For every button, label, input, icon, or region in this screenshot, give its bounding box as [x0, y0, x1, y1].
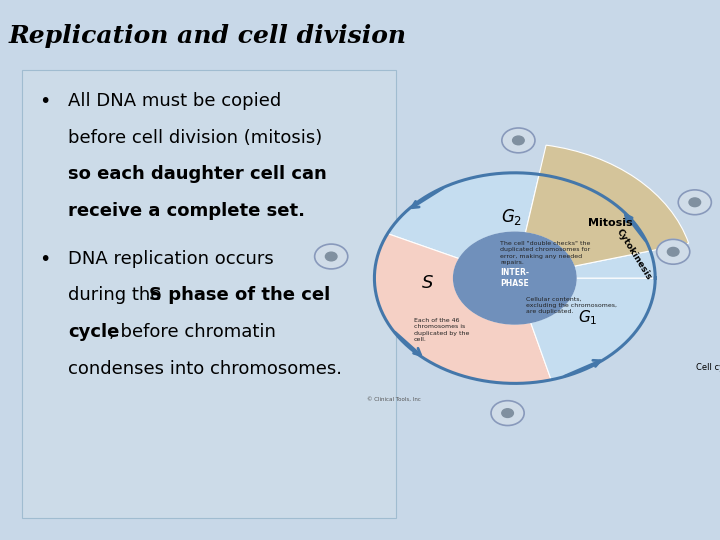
Text: DNA replication occurs: DNA replication occurs [68, 249, 274, 268]
Text: All DNA must be copied: All DNA must be copied [68, 92, 282, 110]
Circle shape [513, 136, 524, 145]
Text: The cell "double checks" the
duplicated chromosomes for
error, making any needed: The cell "double checks" the duplicated … [500, 241, 591, 265]
Circle shape [689, 198, 701, 207]
Circle shape [657, 239, 690, 264]
Text: Each of the 46
chromosomes is
duplicated by the
cell.: Each of the 46 chromosomes is duplicated… [414, 318, 469, 342]
Text: receive a complete set.: receive a complete set. [68, 202, 305, 220]
Text: Cytokinesis: Cytokinesis [615, 228, 654, 282]
Wedge shape [526, 145, 688, 266]
Text: condenses into chromosomes.: condenses into chromosomes. [68, 360, 343, 378]
Text: Mitosis: Mitosis [588, 218, 633, 228]
FancyBboxPatch shape [22, 70, 396, 518]
Circle shape [502, 409, 513, 417]
Circle shape [667, 247, 679, 256]
Text: Cell cycle arrest.: Cell cycle arrest. [696, 362, 720, 372]
Circle shape [491, 401, 524, 426]
Wedge shape [531, 278, 655, 380]
Circle shape [678, 190, 711, 215]
Text: during the: during the [68, 286, 168, 305]
Text: INTER-
PHASE: INTER- PHASE [500, 268, 529, 288]
FancyBboxPatch shape [0, 0, 720, 73]
Wedge shape [387, 173, 539, 259]
Circle shape [315, 244, 348, 269]
Text: $G_2$: $G_2$ [500, 207, 522, 227]
Text: •: • [40, 92, 51, 111]
Circle shape [454, 232, 576, 324]
Text: , before chromatin: , before chromatin [109, 323, 276, 341]
Circle shape [325, 252, 337, 261]
Text: so each daughter cell can: so each daughter cell can [68, 165, 327, 183]
Circle shape [502, 128, 535, 153]
Wedge shape [574, 251, 655, 278]
Text: S phase of the cel: S phase of the cel [149, 286, 330, 305]
Text: $G_1$: $G_1$ [578, 309, 598, 327]
Wedge shape [374, 234, 551, 383]
Text: before cell division (mitosis): before cell division (mitosis) [68, 129, 323, 146]
Text: $S$: $S$ [421, 274, 434, 293]
Text: •: • [40, 249, 51, 269]
Text: cycle: cycle [68, 323, 120, 341]
Text: Cellular contents,
excluding the chromosomes,
are duplicated.: Cellular contents, excluding the chromos… [526, 297, 616, 314]
Text: © Clinical Tools, Inc: © Clinical Tools, Inc [367, 397, 421, 402]
Text: Replication and cell division: Replication and cell division [9, 24, 407, 49]
